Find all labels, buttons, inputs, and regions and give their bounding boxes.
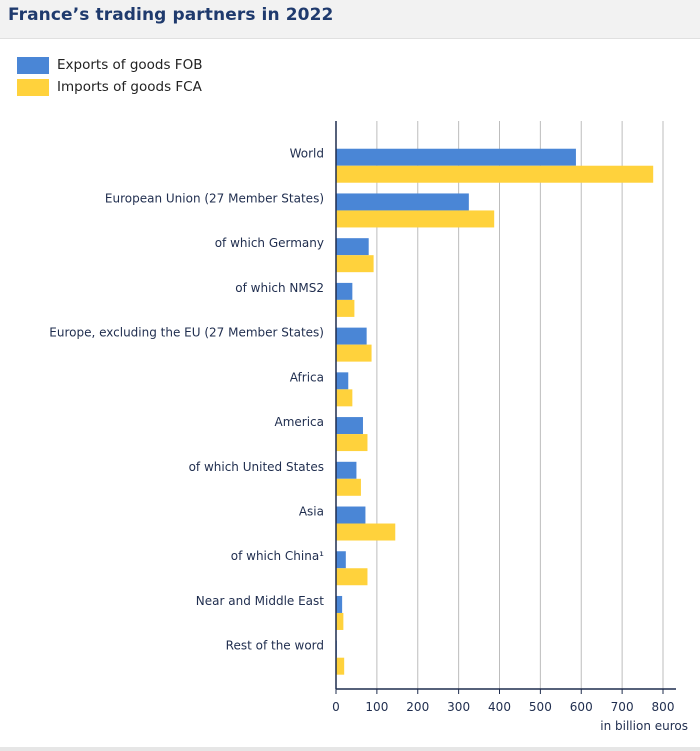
category-label: Near and Middle East — [196, 594, 324, 608]
x-tick-label: 100 — [365, 700, 388, 714]
legend-swatch-imports — [17, 78, 49, 96]
x-tick-label: 300 — [447, 700, 470, 714]
bottom-divider — [0, 747, 700, 751]
bar-imports — [336, 389, 353, 407]
x-tick-label: 700 — [611, 700, 634, 714]
title-bar: France’s trading partners in 2022 — [0, 0, 700, 39]
bar-imports — [336, 523, 396, 541]
bar-imports — [336, 612, 344, 630]
legend-item-exports: Exports of goods FOB — [17, 54, 202, 76]
bar-imports — [336, 255, 374, 273]
legend: Exports of goods FOB Imports of goods FC… — [17, 54, 202, 98]
category-label: America — [275, 415, 325, 429]
bar-imports — [336, 478, 361, 496]
bar-exports — [336, 417, 363, 435]
category-label: of which United States — [189, 460, 324, 474]
bar-exports — [336, 193, 469, 211]
bar-exports — [336, 595, 343, 613]
category-label: European Union (27 Member States) — [105, 191, 324, 205]
x-tick-label: 500 — [529, 700, 552, 714]
category-label: Rest of the word — [226, 639, 324, 653]
legend-swatch-exports — [17, 56, 49, 74]
category-label: Asia — [299, 505, 324, 519]
bar-exports — [336, 238, 369, 256]
legend-item-imports: Imports of goods FCA — [17, 76, 202, 98]
bar-exports — [336, 148, 576, 166]
bar-exports — [336, 506, 366, 524]
x-tick-label: 600 — [570, 700, 593, 714]
x-tick-label: 200 — [406, 700, 429, 714]
legend-label-exports: Exports of goods FOB — [57, 57, 203, 73]
bar-imports — [336, 210, 495, 228]
bar-exports — [336, 551, 346, 569]
legend-label-imports: Imports of goods FCA — [57, 79, 202, 95]
bar-exports — [336, 327, 367, 345]
bar-imports — [336, 568, 368, 586]
x-tick-label: 0 — [332, 700, 340, 714]
chart-title: France’s trading partners in 2022 — [8, 5, 334, 25]
x-tick-label: 800 — [652, 700, 675, 714]
category-label: Africa — [290, 370, 324, 384]
bar-exports — [336, 372, 349, 390]
bar-imports — [336, 165, 654, 183]
bar-imports — [336, 434, 368, 452]
x-axis-label: in billion euros — [600, 719, 688, 733]
category-label: of which NMS2 — [235, 281, 324, 295]
category-label: World — [290, 147, 324, 161]
category-label: of which Germany — [215, 236, 324, 250]
bar-imports — [336, 657, 345, 675]
category-label: Europe, excluding the EU (27 Member Stat… — [49, 326, 324, 340]
bar-imports — [336, 344, 372, 362]
bar-exports — [336, 282, 353, 300]
category-label: of which China¹ — [231, 549, 324, 563]
x-tick-label: 400 — [488, 700, 511, 714]
bar-imports — [336, 299, 355, 317]
bar-exports — [336, 461, 357, 479]
